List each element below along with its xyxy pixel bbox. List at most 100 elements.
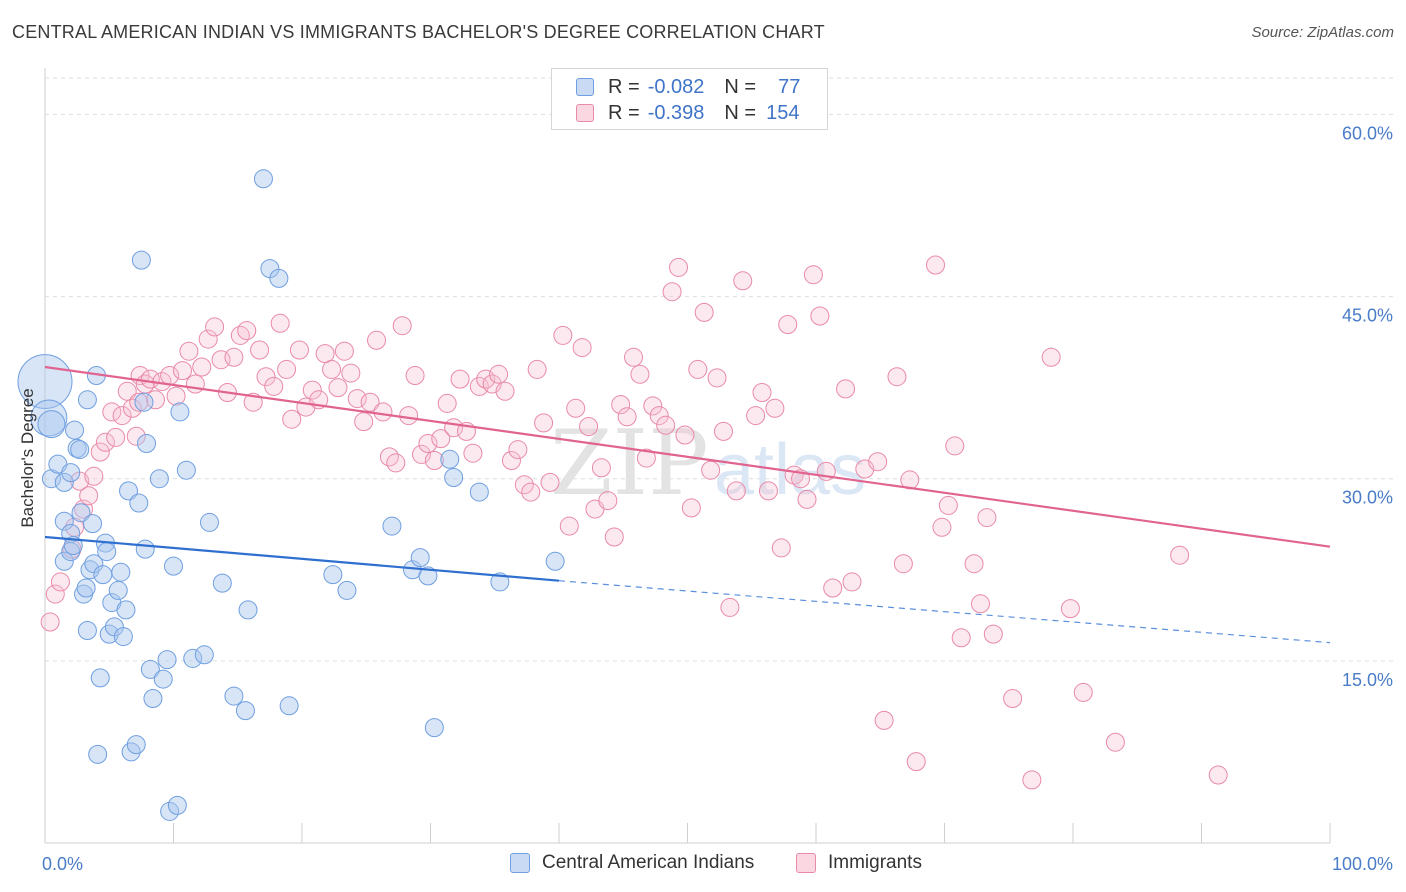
immigrants-point [129, 392, 149, 412]
immigrants-point [450, 369, 470, 389]
central-american-indians-point [170, 402, 190, 422]
immigrants-point [418, 434, 438, 453]
immigrants-point [373, 402, 393, 422]
y-tick-label: 30.0% [1342, 488, 1393, 508]
immigrants-point [977, 508, 997, 528]
immigrants-point [45, 584, 65, 604]
immigrants-point [951, 628, 971, 648]
immigrants-point [126, 426, 146, 446]
immigrants-point [746, 406, 766, 426]
legend-swatch-blue [576, 78, 594, 96]
immigrants-point [334, 341, 354, 361]
immigrants-point [146, 390, 166, 410]
central-american-indians-point [80, 560, 100, 580]
immigrants-point [970, 594, 990, 614]
legend-row-central-american-indians: R = -0.082 N = 77 [576, 74, 800, 100]
immigrants-point [40, 612, 60, 632]
immigrants-point [688, 359, 708, 379]
y-tick-label: 15.0% [1342, 670, 1393, 690]
immigrants-point [84, 466, 104, 486]
immigrants-point [198, 329, 218, 349]
trend-line-central-american-indians [44, 535, 560, 582]
immigrants-point [591, 458, 611, 478]
central-american-indians-point [54, 472, 74, 492]
immigrants-point [823, 578, 843, 598]
immigrants-point [669, 257, 689, 277]
immigrants-point [424, 451, 444, 470]
legend-item-immigrants[interactable]: Immigrants [796, 852, 922, 874]
y-axis-title: Bachelor's Degree [18, 388, 37, 527]
immigrants-point [399, 406, 419, 426]
immigrants-point [166, 386, 186, 406]
immigrants-point [489, 364, 509, 384]
immigrants-point [282, 409, 302, 429]
axes [44, 68, 1331, 844]
x-tick-label: 100.0% [1332, 854, 1393, 874]
immigrants-point [328, 378, 348, 398]
central-american-indians-point [183, 648, 203, 668]
immigrants-point [675, 425, 695, 445]
immigrants-point [662, 282, 682, 302]
legend-r-value: -0.082 [647, 75, 705, 98]
legend-item-central-american-indians[interactable]: Central American Indians [510, 852, 754, 874]
immigrants-point [598, 491, 618, 511]
central-american-indians-point [83, 514, 103, 534]
central-american-indians-point [545, 551, 565, 571]
immigrants-point [572, 338, 592, 358]
immigrants-point [707, 368, 727, 388]
central-american-indians-point [410, 548, 430, 568]
central-american-indians-point [61, 463, 81, 483]
immigrants-point [521, 482, 541, 502]
immigrants-point [192, 357, 212, 377]
central-american-indians-point [490, 572, 510, 592]
y-tick-label: 60.0% [1342, 123, 1393, 143]
immigrants-point [1060, 599, 1080, 619]
immigrants-point [90, 442, 110, 462]
legend-r-value: -0.398 [647, 101, 705, 124]
immigrants-point [437, 393, 457, 413]
immigrants-point [617, 407, 637, 427]
immigrants-point [289, 340, 309, 360]
immigrants-point [264, 376, 284, 396]
immigrants-point [836, 379, 856, 399]
central-american-indians-point [424, 718, 444, 738]
legend-label-central-american-indians: Central American Indians [542, 852, 755, 873]
legend-swatch-pink [576, 104, 594, 122]
central-american-indians-point [108, 580, 128, 600]
central-american-indians-point [235, 701, 255, 721]
immigrants-point [172, 361, 192, 381]
immigrants-point [983, 624, 1003, 644]
immigrants-point [112, 406, 132, 426]
central-american-indians-point [176, 460, 196, 480]
legend-row-immigrants: R = -0.398 N = 154 [576, 100, 799, 126]
immigrants-point [656, 415, 676, 435]
watermark: ZIP atlas [550, 411, 866, 516]
central-american-indians-point [167, 795, 187, 815]
immigrants-point [495, 381, 515, 401]
immigrants-point [50, 572, 70, 592]
immigrants-point [938, 495, 958, 515]
immigrants-point [277, 359, 297, 379]
y-tick-label: 45.0% [1342, 306, 1393, 326]
immigrants-point [1041, 347, 1061, 367]
immigrants-point [579, 417, 599, 436]
immigrants-point [95, 432, 115, 452]
immigrants-point [932, 517, 952, 537]
central-american-indians-point [157, 650, 177, 670]
immigrants-point [185, 374, 205, 394]
immigrants-point [1022, 770, 1042, 790]
immigrants-point [713, 421, 733, 441]
source-label: Source: ZipAtlas.com [1251, 24, 1394, 41]
central-american-indians-point [323, 565, 343, 585]
immigrants-point [341, 363, 361, 383]
central-american-indians-point [129, 493, 149, 513]
immigrants-point [256, 367, 276, 387]
immigrants-point [514, 475, 534, 495]
immigrants-point [386, 453, 406, 473]
legend-n-value: 77 [778, 75, 801, 98]
immigrants-point [405, 366, 425, 385]
central-american-indians-point [164, 556, 183, 576]
central-american-indians-point [111, 562, 131, 582]
central-american-indians-point [194, 645, 214, 665]
central-american-indians-point [469, 482, 489, 502]
